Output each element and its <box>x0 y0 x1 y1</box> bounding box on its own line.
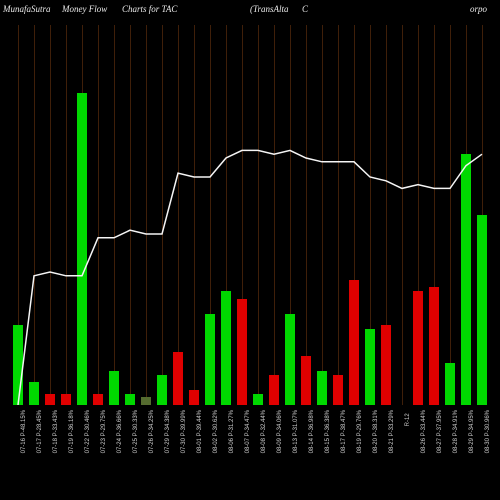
title-text: Charts for TAC <box>122 4 177 14</box>
x-axis-label: 07-29 P-34.38% <box>165 410 171 453</box>
title-text: Money Flow <box>62 4 107 14</box>
x-axis-label: 08-29 P-34.95% <box>469 410 475 453</box>
x-axis-label: 07-16 P-48.15% <box>21 410 27 453</box>
x-axis-label: 07-30 P-39.99% <box>181 410 187 453</box>
chart-container: MunafaSutra Money Flow Charts for TAC (Tran… <box>0 0 500 500</box>
x-axis-label: 08-13 P-31.07% <box>293 410 299 453</box>
x-axis-label: 08-28 P-34.91% <box>453 410 459 453</box>
x-axis-label: 07-26 P-34.25% <box>149 410 155 453</box>
title-text: C <box>302 4 308 14</box>
title-text: orpo <box>470 4 487 14</box>
x-axis-labels: 07-16 P-48.15% 07-17 P-28.45% 07-18 P-33.4… <box>10 410 490 500</box>
chart-area <box>10 25 490 405</box>
x-axis-label: 08-17 P-38.47% <box>341 410 347 453</box>
x-axis-label: 07-22 P-30.46% <box>85 410 91 453</box>
x-axis-label: R-12 <box>405 410 411 426</box>
title-text: (TransAlta <box>250 4 289 14</box>
x-axis-label: 08-06 P-31.27% <box>229 410 235 453</box>
x-axis-label: 07-17 P-28.45% <box>37 410 43 453</box>
x-axis-label: 08-09 P-34.06% <box>277 410 283 453</box>
x-axis-label: 07-24 P-36.66% <box>117 410 123 453</box>
x-axis-label: 08-15 P-36.38% <box>325 410 331 453</box>
x-axis-label: 08-19 P-29.76% <box>357 410 363 453</box>
x-axis-label: 08-07 P-34.47% <box>245 410 251 453</box>
value-line <box>18 150 482 405</box>
x-axis-label: 08-21 P-33.29% <box>389 410 395 453</box>
x-axis-label: 08-08 P-32.44% <box>261 410 267 453</box>
title-text: MunafaSutra <box>3 4 51 14</box>
x-axis-label: 07-23 P-29.75% <box>101 410 107 453</box>
x-axis-label: 07-18 P-33.43% <box>53 410 59 453</box>
x-axis-label: 08-30 P-30.96% <box>485 410 491 453</box>
x-axis-label: 08-14 P-36.98% <box>309 410 315 453</box>
x-axis-label: 07-25 P-30.33% <box>133 410 139 453</box>
x-axis-label: 08-27 P-37.95% <box>437 410 443 453</box>
x-axis-label: 08-26 P-33.44% <box>421 410 427 453</box>
x-axis-label: 07-19 P-36.18% <box>69 410 75 453</box>
x-axis-label: 08-02 P-30.62% <box>213 410 219 453</box>
x-axis-label: 08-20 P-38.31% <box>373 410 379 453</box>
line-chart <box>10 25 490 405</box>
x-axis-label: 08-01 P-39.44% <box>197 410 203 453</box>
